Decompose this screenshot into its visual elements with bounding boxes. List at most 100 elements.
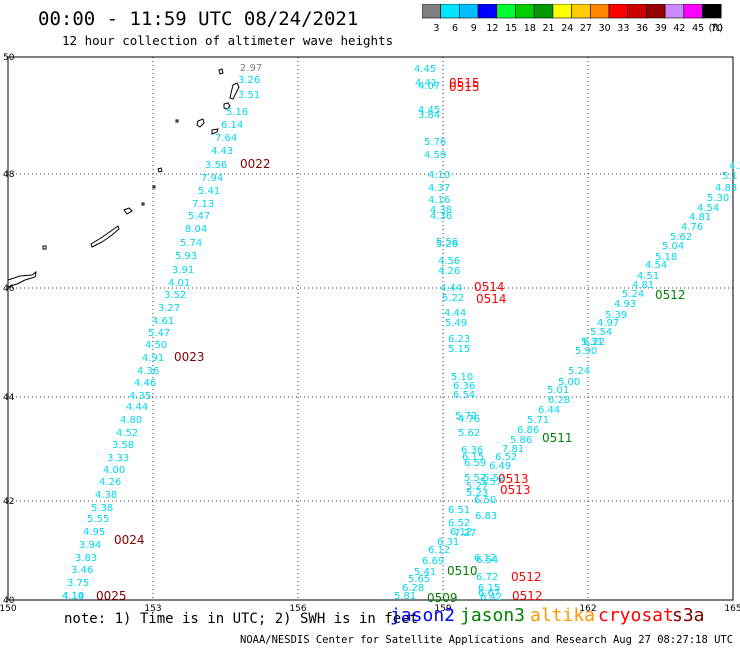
island-shape <box>196 118 205 128</box>
swh-observation: 6.51 <box>448 505 470 516</box>
satellite-legend-jason3: jason3 <box>460 605 526 626</box>
swh-observation: 5.38 <box>91 503 113 514</box>
satellite-legend-jason2: jason2 <box>390 605 456 626</box>
swh-observation: 4.76 <box>458 414 480 425</box>
swh-observation: 5.76 <box>424 137 446 148</box>
track-id-label: 0515 <box>449 76 480 90</box>
swh-observation: 4.44 <box>440 283 462 294</box>
swh-observation: 6.50 <box>474 495 496 506</box>
colorbar-tick-label: 45 <box>692 23 704 34</box>
swh-observation: 6.12 <box>450 527 472 538</box>
swh-observation: 6.83 <box>475 511 497 522</box>
swh-observation: 6.67 <box>478 588 500 599</box>
swh-observation: 4.43 <box>211 146 233 157</box>
swh-observation: 5.65 <box>408 574 430 585</box>
swh-observation: 5.86 <box>510 435 532 446</box>
swh-observation: 6.15 <box>478 583 500 594</box>
swh-observation: 3.94 <box>79 540 101 551</box>
longitude-tick-label: 150 <box>0 604 17 614</box>
swh-observation: 5.23 <box>466 488 488 499</box>
island-shape <box>42 245 47 250</box>
swh-observation: 6.12 <box>428 545 450 556</box>
satellite-legend-s3a: s3a <box>672 605 705 626</box>
track-id-labels: 0022 0023 0024 0025 0509 0510 0511 0512 0512 0512… <box>96 76 686 605</box>
longitude-tick-label: 159 <box>434 604 451 614</box>
swh-observation: 4.2 <box>729 161 740 172</box>
swh-observation: 4.83 <box>715 183 737 194</box>
swh-observation: 4.37 <box>428 183 450 194</box>
longitude-tick-label: 153 <box>144 604 161 614</box>
wave-height-colorbar: 3 6 9 12 15 18 21 24 27 30 33 36 39 42 45 70(ft) <box>422 4 723 34</box>
swh-observation: 5.41 <box>198 186 220 197</box>
credit-line: NOAA/NESDIS Center for Satellite Applica… <box>240 634 740 646</box>
swh-observation: 5.81 <box>394 591 416 602</box>
swh-observation: 7.64 <box>215 133 237 144</box>
swh-observation: 5.49 <box>445 318 467 329</box>
track-id-label: 0023 <box>174 350 205 364</box>
swh-observation: 5.00 <box>558 377 580 388</box>
swh-observation: 2.97 <box>240 63 262 74</box>
colorbar-tick-label: 6 <box>452 23 458 34</box>
swh-observation: 6.49 <box>489 461 511 472</box>
swh-observation: 4.07 <box>418 81 440 92</box>
swh-observation: 5.62 <box>670 232 692 243</box>
track-id-label: 0510 <box>447 564 478 578</box>
swh-observation: 3.51 <box>238 90 260 101</box>
swh-observation: 3.84 <box>418 110 440 121</box>
colorbar-tick-label: 42 <box>673 23 685 34</box>
swh-observation: 6.28 <box>402 583 424 594</box>
colorbar-swatch <box>702 4 722 19</box>
colorbar-tick-label: 21 <box>543 23 555 34</box>
swh-observation: 4.01 <box>168 278 190 289</box>
swh-observation: 5.16 <box>226 107 248 118</box>
island-shape <box>218 68 224 75</box>
colorbar-tick-label: 12 <box>486 23 498 34</box>
satellite-legend-altika: altika <box>530 605 596 626</box>
swh-observation: 6.14 <box>221 120 243 131</box>
swh-observation: 4.93 <box>614 299 636 310</box>
swh-observation: 3.91 <box>172 265 194 276</box>
track-id-label: 0514 <box>474 280 505 294</box>
swh-observation: 5.39 <box>605 310 627 321</box>
swh-observation: 5.30 <box>707 193 729 204</box>
longitude-tick-label: 162 <box>579 604 596 614</box>
longitude-tick-label: 165 <box>724 604 740 614</box>
colorbar-tick-label: 39 <box>655 23 667 34</box>
swh-observation: 5.1 <box>722 171 738 182</box>
swh-observation: 6.42 <box>480 592 502 603</box>
satellite-legend-cryosat: cryosat <box>598 605 674 626</box>
latitude-tick-label: 48 <box>3 170 15 180</box>
swh-observation: 4.52 <box>116 428 138 439</box>
track-id-label: 0022 <box>240 157 271 171</box>
swh-observation: 5.04 <box>662 241 684 252</box>
swh-observation: 7.81 <box>502 444 524 455</box>
latitude-tick-label: 42 <box>3 497 14 507</box>
swh-observation: 3.56 <box>205 160 227 171</box>
swh-observation: 4.46 <box>134 378 156 389</box>
swh-observation: 4.26 <box>99 477 121 488</box>
island-shape <box>175 119 179 123</box>
island-shape <box>123 207 133 215</box>
swh-observation: 5.57 <box>464 473 486 484</box>
swh-observation: 6.36 <box>453 381 475 392</box>
swh-observation: 5.01 <box>547 385 569 396</box>
swh-observation: 4.56 <box>438 256 460 267</box>
colorbar-tick-label: 27 <box>580 23 592 34</box>
swh-observation: 3.52 <box>164 290 186 301</box>
swh-observation: 4.61 <box>152 316 174 327</box>
swh-observation: 4.97 <box>597 318 619 329</box>
swh-observation: 6.12 <box>474 553 496 564</box>
swh-observation: 5.10 <box>451 372 473 383</box>
island-shape <box>211 128 219 135</box>
colorbar-tick-label: 24 <box>561 23 573 34</box>
swh-observation: 4.50 <box>145 340 167 351</box>
swh-observation: 5.47 <box>188 211 210 222</box>
swh-observation: 4.54 <box>697 203 719 214</box>
swh-observation: 5.26 <box>436 239 458 250</box>
swh-observation: 4.00 <box>103 465 125 476</box>
swh-observation: 5.72 <box>455 411 477 422</box>
island-shape <box>90 225 120 248</box>
swh-observation: 4.16 <box>428 195 450 206</box>
swh-observation: 4.38 <box>430 205 452 216</box>
